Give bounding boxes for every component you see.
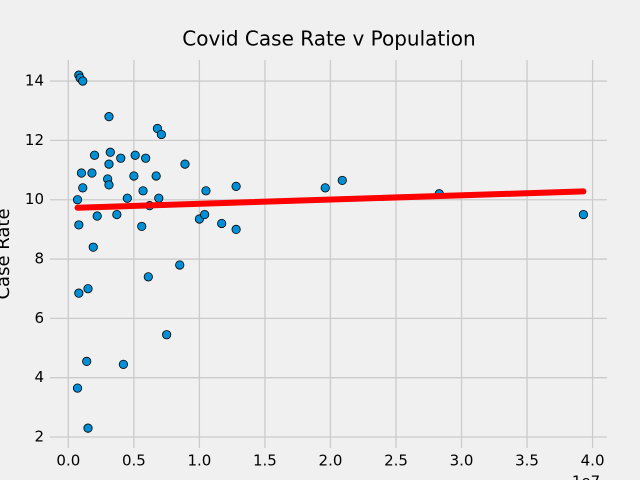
scatter-point bbox=[74, 220, 84, 230]
scatter-point bbox=[138, 186, 148, 196]
y-tick-label: 8 bbox=[34, 250, 44, 268]
scatter-point bbox=[118, 359, 128, 369]
y-tick-label: 10 bbox=[25, 190, 44, 208]
scatter-point bbox=[156, 129, 166, 140]
scatter-point bbox=[175, 260, 185, 270]
scatter-point bbox=[82, 356, 92, 366]
scatter-point bbox=[78, 76, 88, 86]
scatter-point bbox=[217, 218, 227, 229]
scatter-point bbox=[89, 150, 100, 160]
scatter-point bbox=[231, 181, 241, 191]
scatter-point bbox=[578, 209, 589, 220]
scatter-point bbox=[78, 183, 88, 193]
scatter-point bbox=[104, 180, 114, 190]
trend-line bbox=[74, 188, 587, 211]
scatter-point bbox=[200, 209, 210, 220]
scatter-point bbox=[130, 150, 140, 160]
scatter-point bbox=[122, 193, 132, 203]
scatter-point bbox=[88, 242, 98, 252]
scatter-point bbox=[143, 272, 153, 282]
scatter-point bbox=[72, 383, 83, 393]
scatter-point bbox=[92, 211, 102, 221]
scatter-point bbox=[83, 284, 93, 294]
y-tick-label: 4 bbox=[34, 368, 44, 386]
scatter-point bbox=[201, 186, 211, 196]
scatter-point bbox=[83, 423, 93, 433]
x-tick-label: 2.5 bbox=[384, 452, 408, 470]
x-tick-label: 3.5 bbox=[515, 452, 539, 470]
x-tick-label: 2.0 bbox=[319, 452, 343, 470]
y-tick-label: 14 bbox=[25, 72, 44, 90]
scatter-point bbox=[116, 153, 126, 163]
scatter-point bbox=[154, 193, 164, 203]
chart-title: Covid Case Rate v Population bbox=[182, 27, 475, 51]
scatter-point bbox=[180, 159, 190, 169]
scatter-point bbox=[151, 171, 161, 181]
x-tick-label: 3.0 bbox=[450, 452, 474, 470]
scatter-point bbox=[141, 153, 151, 163]
x-tick-label: 1.0 bbox=[187, 452, 211, 470]
scatter-point bbox=[231, 224, 241, 234]
scatter-point bbox=[129, 171, 139, 181]
scatter-point bbox=[104, 159, 114, 169]
scatter-point bbox=[104, 112, 114, 122]
y-tick-label: 2 bbox=[34, 428, 44, 446]
scatter-point bbox=[137, 221, 147, 232]
scatter-point bbox=[105, 147, 115, 157]
scatter-point bbox=[74, 288, 84, 298]
y-axis-label: Case Rate bbox=[0, 208, 14, 299]
scatter-point bbox=[320, 183, 330, 193]
scatter-point bbox=[112, 209, 122, 220]
x-offset-label: 1e7 bbox=[572, 473, 600, 480]
scatter-point bbox=[76, 168, 87, 178]
scatter-point bbox=[72, 195, 83, 205]
x-tick-label: 1.5 bbox=[253, 452, 277, 470]
scatter-point bbox=[87, 168, 97, 178]
scatter-point bbox=[162, 330, 172, 340]
y-tick-label: 6 bbox=[34, 309, 44, 327]
x-tick-label: 4.0 bbox=[581, 452, 605, 470]
x-tick-label: 0.5 bbox=[122, 452, 146, 470]
scatter-point bbox=[337, 175, 347, 186]
x-tick-label: 0.0 bbox=[56, 452, 80, 470]
y-tick-label: 12 bbox=[25, 131, 44, 149]
